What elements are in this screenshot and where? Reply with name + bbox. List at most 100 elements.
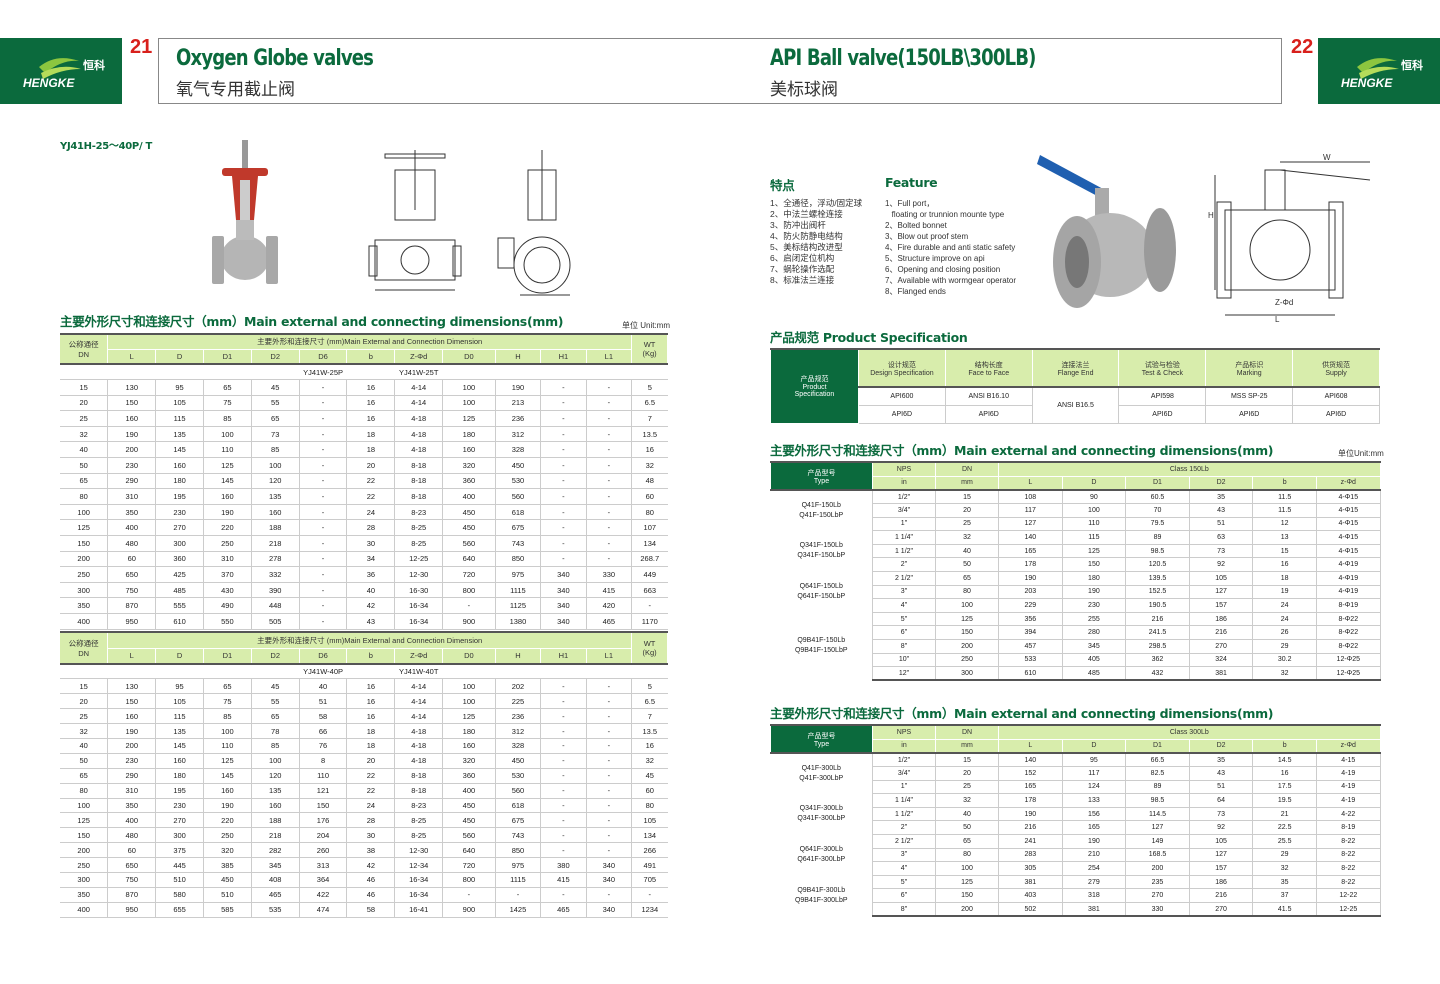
- table-cell: 20: [346, 753, 396, 769]
- table-cell: 180: [155, 473, 204, 490]
- table-cell: 465: [586, 613, 633, 630]
- table-cell: 46: [346, 872, 396, 888]
- page-number-right: 22: [1291, 36, 1314, 58]
- table-cell: 65: [251, 708, 300, 725]
- table-cell: 65: [251, 410, 300, 427]
- table-cell: 390: [251, 582, 300, 599]
- table-cell: 40: [60, 441, 109, 459]
- table-cell: 870: [107, 887, 157, 903]
- table-cell: 485: [155, 582, 204, 599]
- table-cell: -: [299, 597, 348, 614]
- hengke-logo-mark: 恒科 HENGKE: [1341, 58, 1423, 90]
- table-cell: 255: [1062, 612, 1127, 627]
- table-cell: 2": [872, 820, 936, 836]
- table-cell: 340: [586, 872, 633, 888]
- table-cell: 28: [346, 812, 396, 829]
- table-cell: 360: [155, 551, 204, 568]
- table-cell: 236: [495, 708, 542, 725]
- type-model: Q9B41F-300Lb: [797, 886, 846, 894]
- table-cell: 165: [998, 780, 1063, 795]
- table-cell: 640: [442, 842, 496, 859]
- table-cell: 110: [203, 441, 252, 459]
- table-row: 50 230 160 125 100-20 8-18 320 450- -32: [60, 457, 668, 474]
- table-cell: 533: [998, 653, 1063, 668]
- table-cell: 313: [299, 857, 348, 873]
- table-cell: 381: [1062, 902, 1127, 918]
- dn-header: DN: [935, 461, 999, 477]
- table-cell: 8-18: [394, 488, 444, 505]
- table-cell: 220: [203, 519, 252, 537]
- table-cell: 190: [107, 426, 157, 443]
- table-cell: 18: [346, 426, 396, 443]
- table-cell: 76: [299, 738, 348, 754]
- table-cell: 4-Φ15: [1316, 490, 1381, 505]
- table-cell: 4-22: [1316, 807, 1381, 822]
- table-cell: 430: [203, 582, 252, 599]
- table-cell: 1380: [495, 613, 542, 630]
- table-cell: -: [540, 426, 587, 443]
- table-cell: 8-22: [1316, 834, 1381, 849]
- table-cell: -: [586, 488, 633, 505]
- table-cell: 24: [346, 798, 396, 814]
- table-cell: 89: [1125, 780, 1190, 795]
- table-cell: 25: [935, 780, 999, 795]
- table-row: 125 400 270 220 188 176 28 8-25 450 675- -105: [60, 812, 668, 829]
- table-cell: 134: [631, 535, 668, 552]
- table-cell: 40: [935, 544, 999, 559]
- column-header: D2: [1188, 475, 1254, 491]
- table-cell: 705: [631, 872, 668, 888]
- table-cell: -: [586, 379, 633, 396]
- logo-name-en: HENGKE: [23, 76, 75, 90]
- table-cell: 4-Φ19: [1316, 585, 1381, 600]
- table-cell: 580: [155, 887, 204, 903]
- table-cell: 160: [251, 504, 300, 521]
- column-header: D1: [1125, 738, 1190, 754]
- dimension-table-300lb: 产品型号 Type NPS DN Class 300Lb in mm L D D1 D2 b z-Φd…: [770, 724, 1381, 918]
- table-cell: 900: [442, 613, 496, 630]
- table-cell: 4": [872, 861, 936, 876]
- table-cell: 200: [107, 441, 157, 459]
- table-cell: 6": [872, 888, 936, 904]
- table-cell: 218: [251, 535, 300, 552]
- spec-cell: API6D: [1118, 405, 1207, 424]
- table-cell: 375: [155, 842, 204, 859]
- dimension-table-150lb: 产品型号 Type NPS DN Class 150Lb in mm L D D1 D2 b z-Φd…: [770, 461, 1381, 682]
- table-cell: 560: [495, 783, 542, 799]
- table-cell: 450: [442, 812, 496, 829]
- column-header: D1: [1125, 475, 1190, 491]
- spec-title-cn: 产品规范: [770, 330, 819, 345]
- table-row: 250 650 425 370 332-36 12-30 720 975 340 330 449: [60, 566, 668, 583]
- table-row: 8" 200 502 381 330 270 41.5 12-25: [771, 902, 1381, 918]
- column-header: H1: [540, 648, 587, 665]
- column-header: H: [495, 648, 542, 665]
- table-cell: 60: [631, 783, 668, 799]
- model-cell: [251, 664, 300, 680]
- table-cell: 235: [1125, 875, 1190, 890]
- column-header: z-Φd: [1315, 738, 1381, 754]
- table-cell: 8-22: [1316, 848, 1381, 863]
- table-cell: 2": [872, 557, 936, 573]
- spec-cell: MSS SP-25: [1205, 387, 1294, 406]
- table-cell: -: [586, 812, 633, 829]
- table-cell: 73: [251, 426, 300, 443]
- table-cell: 450: [495, 457, 542, 474]
- table-cell: -: [299, 551, 348, 568]
- hengke-logo-right: 恒科 HENGKE: [1318, 38, 1440, 104]
- table-cell: 4-Φ15: [1316, 544, 1381, 559]
- table-cell: 330: [1125, 902, 1190, 918]
- table-cell: 6.5: [631, 693, 668, 710]
- spec-row-header-line: 产品规范: [800, 376, 829, 384]
- table-cell: -: [586, 693, 633, 710]
- table-cell: 350: [60, 887, 109, 903]
- table-cell: 236: [495, 410, 542, 427]
- table-cell: 20: [60, 693, 109, 710]
- spec-cell: ANSI B16.5: [1032, 387, 1120, 424]
- spec-header-cn: 设计规范: [887, 361, 916, 369]
- table-cell: -: [540, 473, 587, 490]
- table-cell: 188: [251, 812, 300, 829]
- table-row: 125 400 270 220 188-28 8-25 450 675- -107: [60, 519, 668, 537]
- table-cell: 22: [346, 473, 396, 490]
- table-cell: 1115: [495, 582, 542, 599]
- table-row: 10" 250 533 405 362 324 30.2 12-Φ25: [771, 653, 1381, 668]
- table-cell: -: [299, 473, 348, 490]
